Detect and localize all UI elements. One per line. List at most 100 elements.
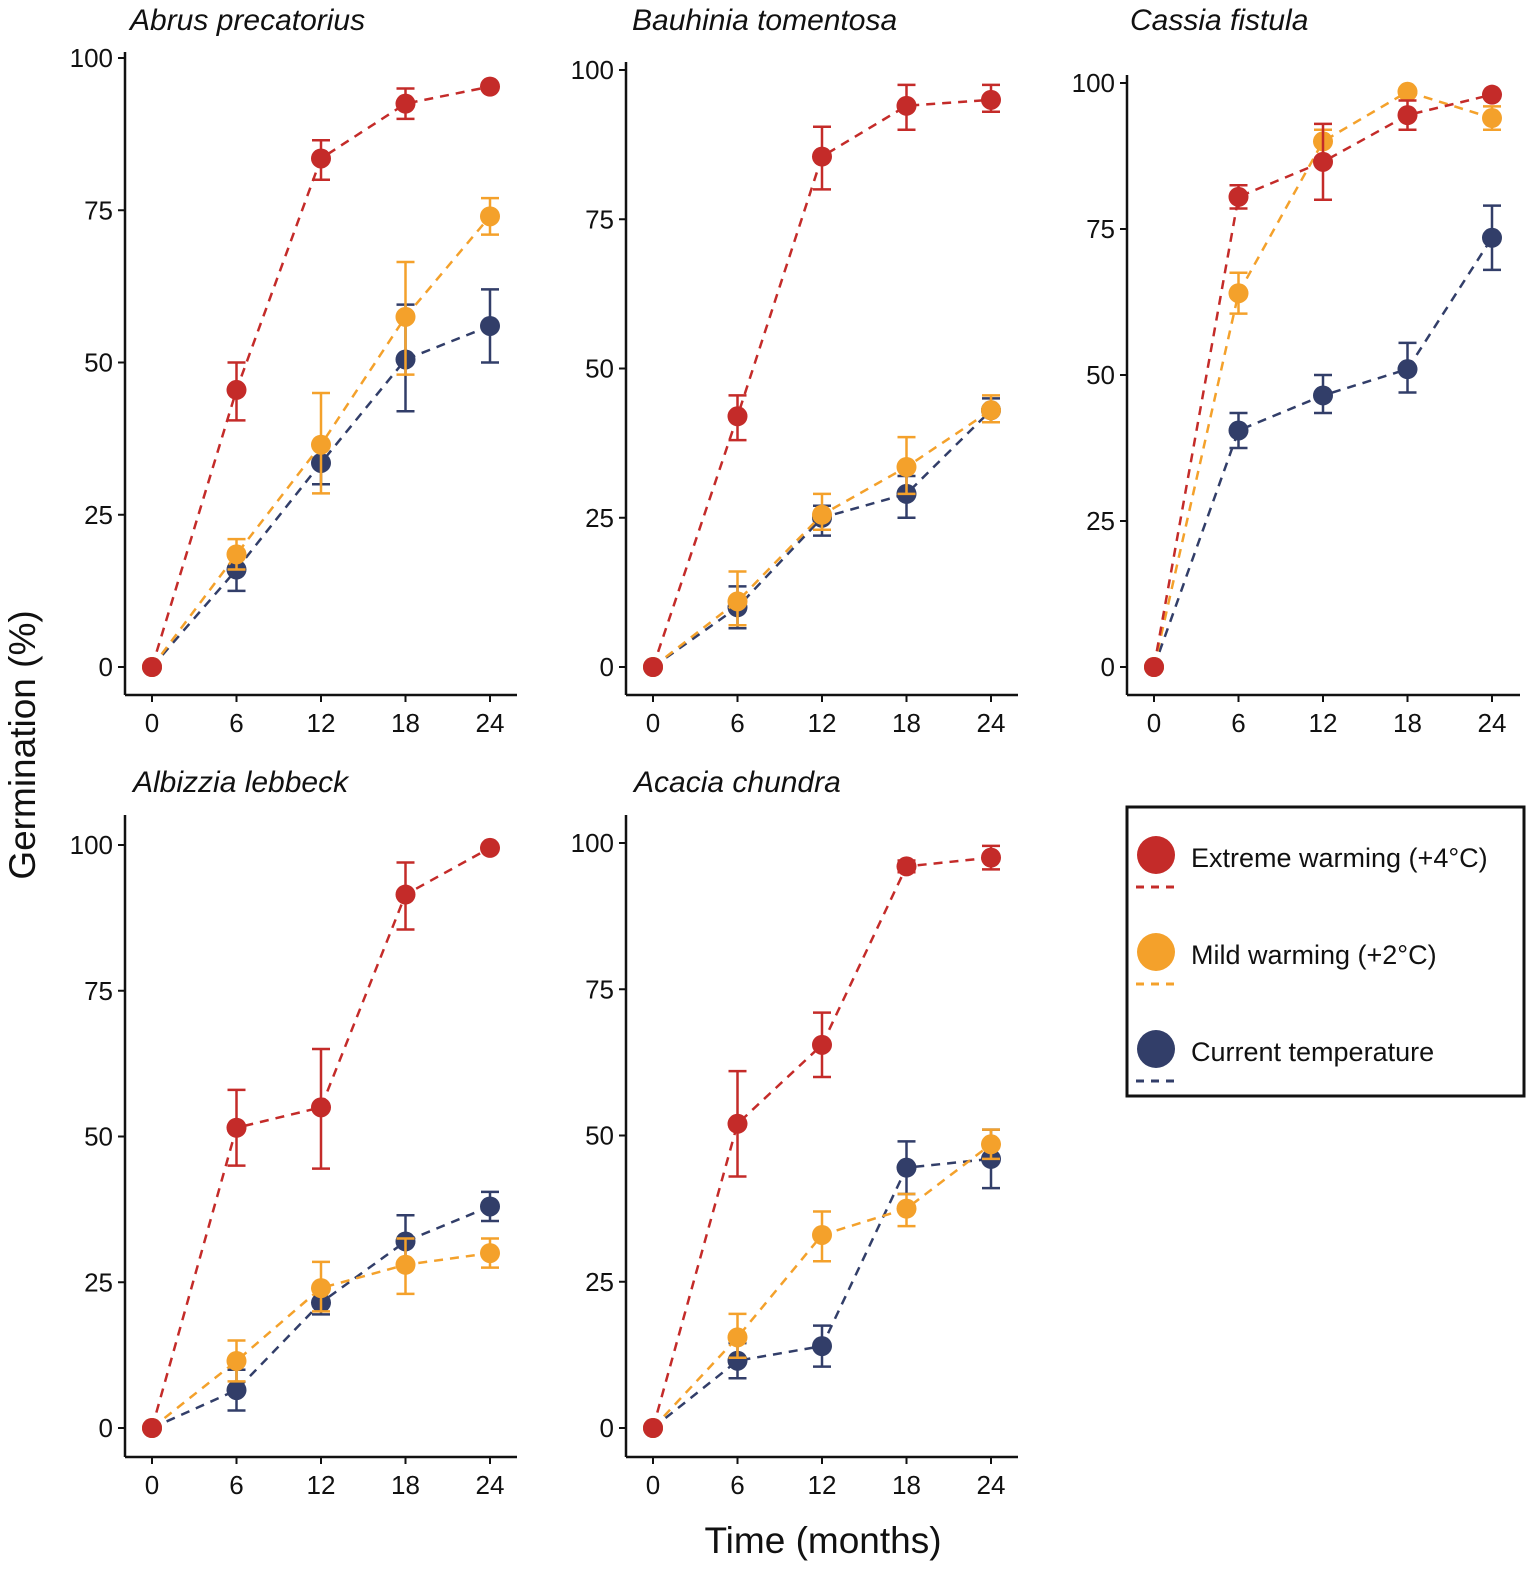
x-tick-label: 12 [307,1470,336,1500]
series-line [1152,237,1494,668]
data-point [395,306,416,327]
y-tick-label: 25 [585,503,614,533]
data-point [395,1254,416,1275]
x-tick-label: 18 [892,1470,921,1500]
data-point [981,400,1001,421]
y-tick-label: 100 [571,55,614,85]
data-point [727,406,748,427]
x-tick-label: 12 [307,708,336,738]
panel-2: Bauhinia tomentosa 0 25 50 75 100 0 6 12 18 24 [571,4,1018,738]
panel-title: Albizzia lebbeck [131,766,350,799]
data-point [981,1134,1001,1155]
data-point [1313,385,1333,406]
data-point [226,379,247,400]
y-tick-label: 0 [600,652,614,682]
data-point [395,93,416,114]
legend-item-current: Current temperature [1136,1030,1434,1083]
data-point [226,1117,247,1138]
data-point [1228,186,1249,207]
data-point [480,76,500,97]
data-point [1313,151,1333,172]
legend: Extreme warming (+4°C) Mild warming (+2°C… [1125,805,1526,1098]
series-current [1144,204,1502,677]
series-extreme [1144,84,1502,677]
data-point [812,504,832,525]
data-point [643,657,663,677]
data-point [727,1327,748,1348]
data-point [896,1198,917,1219]
data-point [896,457,917,478]
series-line [151,1251,491,1429]
y-tick-label: 0 [600,1413,614,1443]
y-tick-label: 100 [70,43,113,73]
data-point [1144,657,1164,677]
x-tick-label: 12 [808,708,837,738]
x-tick-label: 12 [1309,708,1338,738]
data-point [727,591,748,612]
data-point [226,1350,247,1371]
y-tick-label: 100 [70,830,113,860]
data-point [812,1336,832,1357]
y-tick-label: 25 [84,500,113,530]
x-tick-label: 24 [977,708,1006,738]
x-tick-label: 18 [1393,708,1422,738]
data-point [1397,105,1418,126]
legend-item-extreme: Extreme warming (+4°C) [1136,836,1488,889]
data-point [981,89,1001,110]
series-line [150,846,491,1429]
panel-5: Acacia chundra 0 25 50 75 100 0 6 12 18 24 [571,766,1018,1500]
legend-marker [1137,1030,1175,1068]
series-current [643,1128,1001,1438]
data-point [480,1196,500,1217]
x-tick-label: 6 [229,1470,243,1500]
data-point [480,837,500,858]
legend-box [1125,805,1526,1098]
data-point [812,1224,832,1245]
x-tick-label: 0 [646,1470,660,1500]
y-tick-label: 0 [99,652,113,682]
data-point [812,1034,832,1055]
series-line [151,1205,491,1430]
x-tick-label: 6 [730,708,744,738]
y-tick-label: 25 [1086,506,1115,536]
data-point [727,1113,748,1134]
data-point [896,856,917,877]
y-tick-label: 50 [84,348,113,378]
data-point [311,434,331,455]
x-tick-label: 0 [646,708,660,738]
x-tick-label: 0 [1147,708,1161,738]
series-line [651,98,992,668]
y-tick-label: 75 [84,195,113,225]
y-tick-label: 75 [585,974,614,1004]
series-line [1152,93,1493,668]
y-tick-label: 50 [84,1122,113,1152]
panel-1: Abrus precatorius 0 25 50 75 100 0 6 12 18 24 [70,4,517,738]
series-line [652,1157,992,1429]
panel-title: Cassia fistula [1130,4,1308,37]
data-point [311,148,331,169]
series-line [652,409,992,668]
x-tick-label: 6 [229,708,243,738]
data-point [896,95,917,116]
y-tick-label: 0 [1101,652,1115,682]
data-point [395,884,416,905]
x-tick-label: 24 [476,708,505,738]
data-point [981,847,1001,868]
y-tick-label: 50 [585,354,614,384]
data-point [1228,283,1249,304]
x-tick-label: 18 [892,708,921,738]
legend-label: Extreme warming (+4°C) [1191,843,1488,873]
x-tick-label: 6 [730,1470,744,1500]
legend-label: Mild warming (+2°C) [1191,940,1437,970]
data-point [1482,108,1502,129]
y-tick-label: 100 [1072,68,1115,98]
series-extreme [643,844,1001,1438]
legend-item-mild: Mild warming (+2°C) [1136,933,1437,986]
x-tick-label: 6 [1231,708,1245,738]
x-tick-label: 24 [1478,708,1507,738]
x-tick-label: 18 [391,1470,420,1500]
data-point [1397,359,1418,380]
y-tick-label: 25 [585,1267,614,1297]
series-extreme [142,837,500,1438]
x-tick-label: 12 [808,1470,837,1500]
